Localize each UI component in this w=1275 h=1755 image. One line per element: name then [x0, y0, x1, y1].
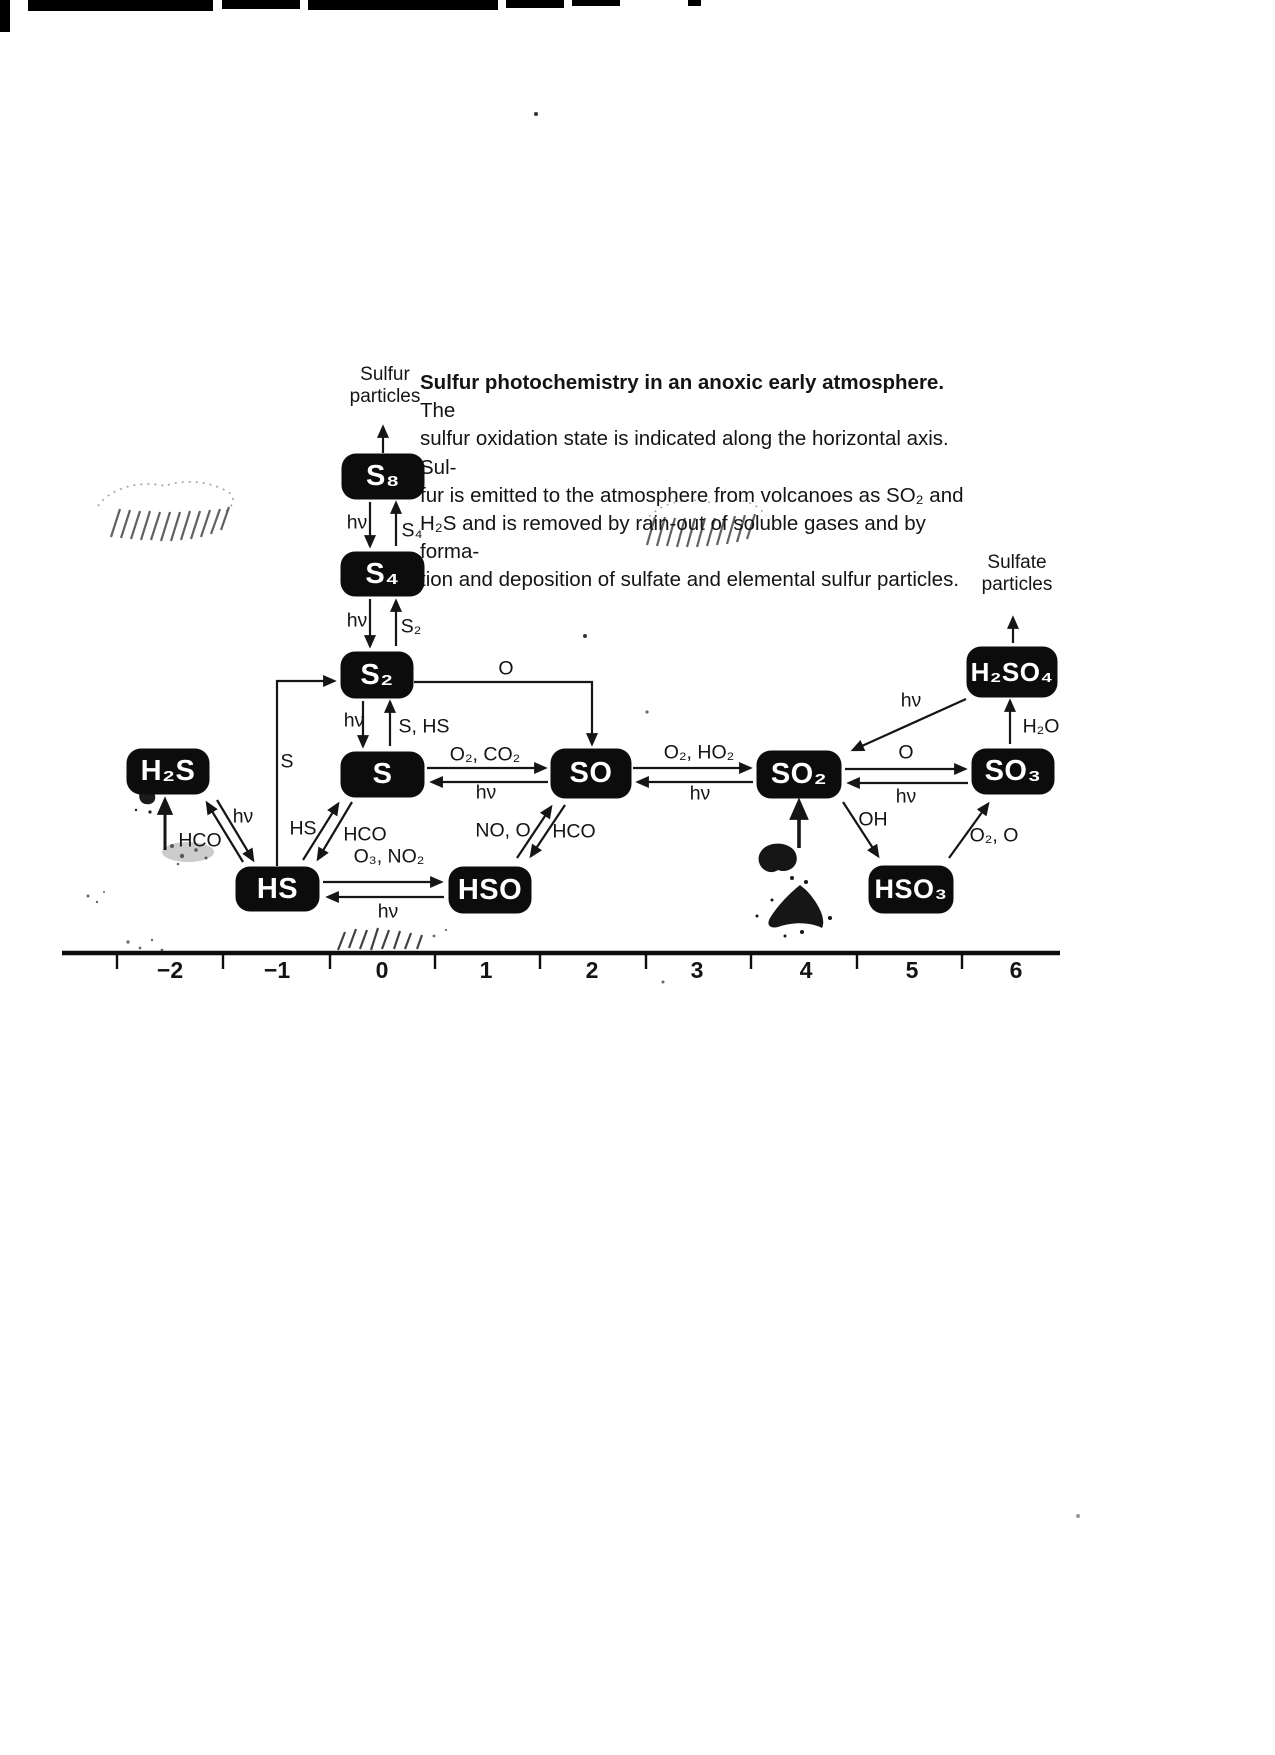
- label-hnu-hso-hs: hν: [377, 900, 399, 923]
- label-hco-s-hs: HCO: [343, 823, 387, 846]
- label-hs-hs-s: HS: [289, 817, 317, 840]
- axis-label-3: 3: [690, 957, 704, 983]
- axis-tick-marks: [115, 955, 964, 969]
- arrow-h2s-to-hs-hv: [216, 799, 255, 863]
- species-box-s8: S₈: [343, 455, 423, 498]
- label-hnu-so-s: hν: [475, 781, 497, 804]
- axis-label-minus1: −1: [263, 957, 291, 983]
- caption-first-line-rest: The: [420, 399, 456, 423]
- label-hnu-h2s-hs: hν: [232, 805, 254, 828]
- axis-label-6: 6: [1009, 957, 1023, 983]
- label-s2-regen: S₂: [400, 615, 422, 638]
- species-box-h2s: H₂S: [128, 750, 208, 793]
- species-box-hso: HSO: [450, 868, 530, 912]
- label-no-o: NO, O: [475, 819, 531, 842]
- label-o-so2-so3: O: [898, 741, 914, 764]
- species-box-so3: SO₃: [973, 750, 1053, 793]
- arrow-so-to-hso-hco: [529, 804, 566, 859]
- caption-first-line: Sulfur photochemistry in an anoxic early…: [420, 369, 982, 425]
- axis-label-minus2: −2: [156, 957, 184, 983]
- species-box-s2: S₂: [342, 653, 412, 697]
- species-box-s4: S₄: [342, 553, 423, 595]
- scan-artifact-smudge-under-hs: [162, 842, 214, 866]
- label-oh: OH: [858, 808, 888, 831]
- scan-artifact-rain-cloud-left: [97, 481, 234, 542]
- arrow-hso-to-so-no-o: [516, 804, 553, 859]
- caption-title: Sulfur photochemistry in an anoxic early…: [420, 371, 945, 394]
- figure-caption: Sulfur photochemistry in an anoxic early…: [420, 369, 982, 595]
- species-box-s: S: [342, 753, 423, 796]
- arrow-hs-to-s2-via-s: [275, 674, 337, 866]
- label-o2-co2: O₂, CO₂: [449, 743, 521, 766]
- species-box-hso3: HSO₃: [870, 867, 952, 912]
- label-s-route: S: [280, 750, 294, 773]
- label-hco-so-hso: HCO: [552, 820, 596, 843]
- label-hnu-h2so4-so2: hν: [900, 689, 922, 712]
- sulfate-particles-label: Sulfate particles: [981, 552, 1053, 595]
- species-box-so: SO: [552, 750, 630, 797]
- label-hco-hs-h2s: HCO: [178, 829, 222, 852]
- label-s-hs: S, HS: [398, 715, 450, 738]
- arrow-hso3-to-so3-o2-o: [948, 801, 990, 859]
- label-hnu-s2-s: hν: [343, 709, 365, 732]
- label-hnu-s4-s2: hν: [346, 609, 368, 632]
- scan-artifact-rain-cloud-middle: [644, 498, 767, 548]
- species-box-hs: HS: [237, 868, 318, 910]
- scan-artifact-misc-dots: [534, 112, 1080, 1518]
- arrow-h2so4-to-so2-hv: [850, 697, 967, 752]
- scan-artifact-volcano-under-so2: [755, 843, 832, 938]
- scan-artifact-axis-speckles: [86, 891, 665, 984]
- axis-label-2: 2: [585, 957, 599, 983]
- label-o2-o: O₂, O: [969, 824, 1019, 847]
- species-box-h2so4: H₂SO₄: [968, 648, 1056, 696]
- axis-label-0: 0: [375, 957, 389, 983]
- sulfur-particles-label: Sulfur particles: [349, 364, 421, 407]
- label-o2-ho2: O₂, HO₂: [663, 741, 735, 764]
- scan-artifact-top-edge: [0, 0, 701, 32]
- arrow-hs-to-h2s-hco: [205, 800, 244, 863]
- oxidation-axis: [62, 950, 1060, 969]
- label-hnu-s8-s4: hν: [346, 511, 368, 534]
- label-hnu-so2-so: hν: [689, 782, 711, 805]
- arrow-hs-to-s-hs: [302, 801, 340, 861]
- arrow-s-to-hs-hco: [316, 801, 353, 862]
- label-o-s2-so: O: [498, 657, 514, 680]
- arrow-s2-to-so-o: [414, 680, 599, 747]
- caption-body: sulfur oxidation state is indicated alon…: [420, 427, 964, 592]
- arrow-so2-to-hso3-oh: [842, 801, 880, 859]
- label-o3-no2: O₃, NO₂: [353, 845, 425, 868]
- label-s4-regen: S₄: [401, 519, 423, 542]
- label-hnu-so3-so2: hν: [895, 785, 917, 808]
- axis-label-4: 4: [799, 957, 813, 983]
- axis-label-1: 1: [479, 957, 493, 983]
- label-h2o: H₂O: [1022, 715, 1060, 738]
- axis-label-5: 5: [905, 957, 919, 983]
- reaction-arrows: [156, 424, 1020, 904]
- species-box-so2: SO₂: [758, 752, 840, 797]
